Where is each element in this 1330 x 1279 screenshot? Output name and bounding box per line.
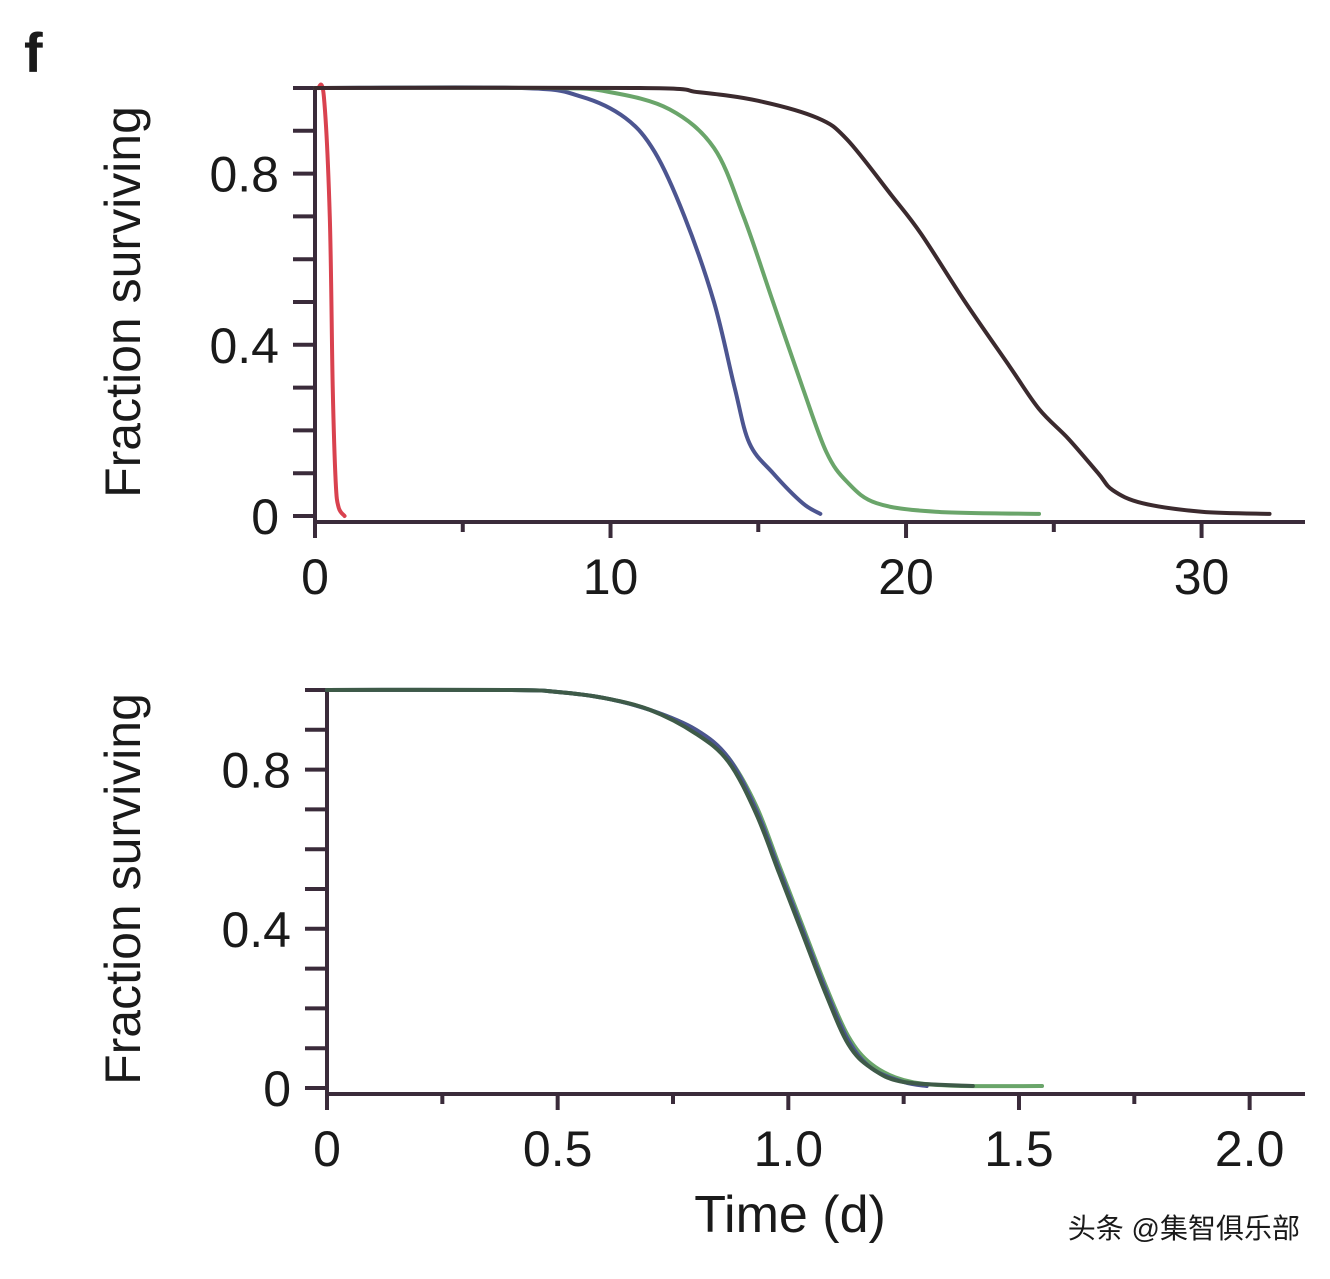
x-tick-label: 30 [1174, 549, 1230, 605]
y-tick-label: 0.8 [209, 147, 279, 203]
bottom-survival-chart: 0 0.4 0.8 0 0.5 1.0 1.5 2.0 Fraction surviving [95, 687, 1305, 1177]
x-tick-label: 2.0 [1215, 1121, 1285, 1177]
y-tick-label: 0.4 [221, 902, 291, 958]
series-green-line [325, 687, 1045, 1089]
x-tick-label: 20 [878, 549, 934, 605]
panel-label: f [24, 21, 43, 84]
top-survival-chart: 0 0.4 0.8 0 10 20 30 Fraction surviving [95, 82, 1305, 605]
y-tick-label: 0.4 [209, 318, 279, 374]
y-axis-label: Fraction surviving [95, 693, 151, 1085]
y-axis-label: Fraction surviving [95, 106, 151, 498]
watermark: 头条 @集智俱乐部 [1068, 1213, 1300, 1244]
series-blue-line [325, 687, 929, 1089]
y-tick-label: 0 [251, 489, 279, 545]
x-tick-label: 1.0 [754, 1121, 824, 1177]
x-tick-label: 0.5 [523, 1121, 593, 1177]
y-tick-label: 0.8 [221, 743, 291, 799]
x-axis-label: Time (d) [694, 1186, 886, 1244]
y-tick-label: 0 [263, 1061, 291, 1117]
x-tick-label: 10 [583, 549, 639, 605]
x-tick-label: 1.5 [984, 1121, 1054, 1177]
series-blue-line [313, 85, 823, 516]
series-dark-line [313, 85, 1272, 516]
series-dark-green-line [325, 687, 975, 1089]
series-green-line [313, 85, 1042, 516]
x-tick-label: 0 [313, 1121, 341, 1177]
series-red-line [315, 82, 347, 518]
x-tick-label: 0 [301, 549, 329, 605]
